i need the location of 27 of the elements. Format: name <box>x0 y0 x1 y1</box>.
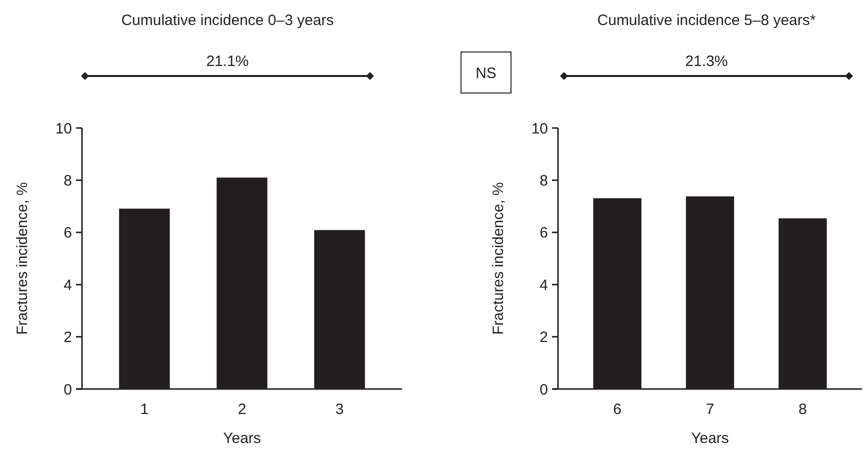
y-tick-label: 0 <box>540 381 548 398</box>
y-tick-label: 10 <box>531 120 548 138</box>
x-tick-label: 1 <box>140 401 149 418</box>
y-tick-label: 6 <box>540 224 548 242</box>
y-tick-label: 8 <box>540 172 548 190</box>
y-tick-label: 2 <box>64 329 72 346</box>
y-axis-title: Fractures incidence, % <box>490 182 507 335</box>
y-tick-label: 0 <box>64 381 72 398</box>
y-tick-label: 10 <box>55 120 72 138</box>
y-tick-label: 8 <box>64 172 72 190</box>
x-tick-label: 6 <box>613 401 622 418</box>
text: 21.3% <box>685 53 728 70</box>
x-tick-label: 3 <box>335 401 344 418</box>
x-tick-label: 7 <box>706 401 714 418</box>
x-axis-title: Years <box>691 430 729 447</box>
x-axis-title: Years <box>223 430 261 447</box>
y-axis-title: Fractures incidence, % <box>14 182 31 335</box>
y-tick-label: 4 <box>64 276 72 294</box>
y-tick-label: 6 <box>64 224 72 242</box>
x-tick-label: 8 <box>798 401 807 418</box>
chart-title: Cumulative incidence 5–8 years* <box>597 12 816 29</box>
y-tick-label: 4 <box>540 276 548 294</box>
text: NS <box>476 65 496 82</box>
y-tick-label: 2 <box>540 329 548 346</box>
chart-title: Cumulative incidence 0–3 years <box>121 12 334 29</box>
x-tick-label: 2 <box>238 401 246 418</box>
text: 21.1% <box>206 53 249 70</box>
